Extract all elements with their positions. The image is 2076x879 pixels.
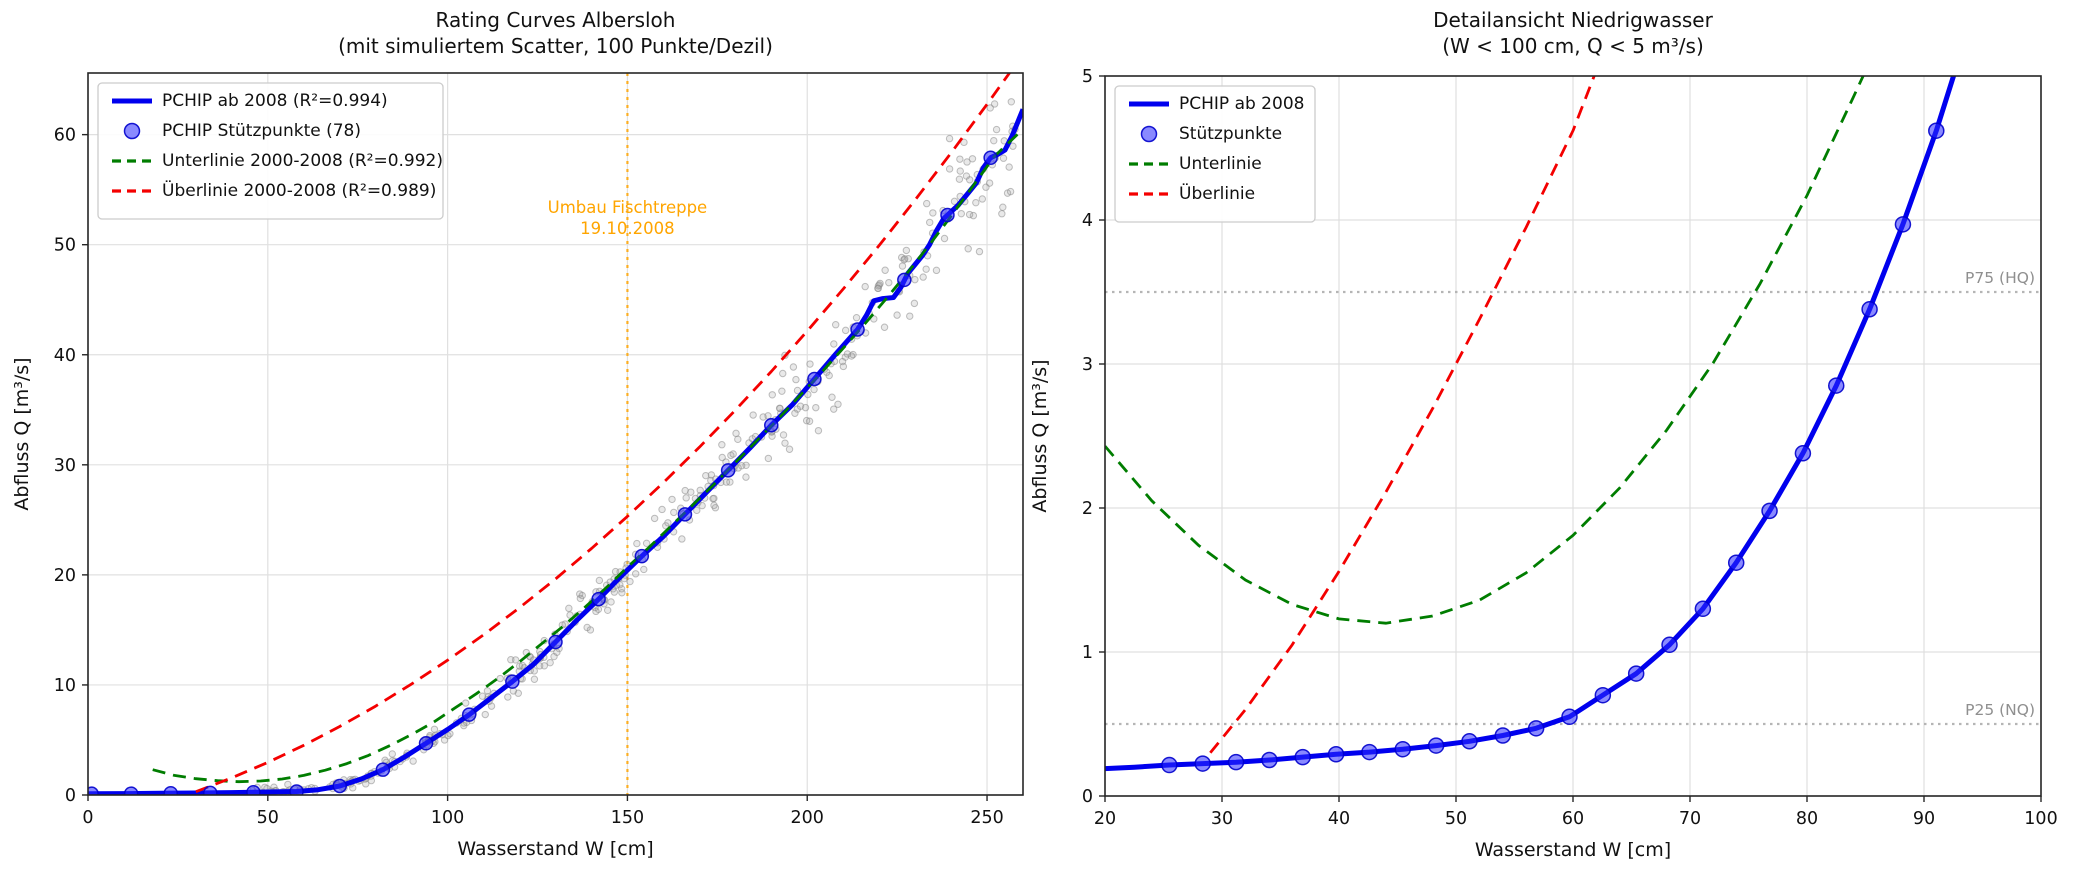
series-layer — [1105, 76, 1957, 774]
ticks: 0 50 100 150 200 250 0 10 20 30 40 50 60 — [54, 126, 1004, 828]
series-unterlinie — [1105, 76, 1865, 625]
quantile-label-p75-hq: P75 (HQ) — [1965, 269, 2035, 287]
x-tick-label: 20 — [1094, 809, 1116, 829]
chart-subtitle: (mit simuliertem Scatter, 100 Punkte/Dez… — [338, 34, 773, 58]
x-tick-label: 30 — [1211, 809, 1233, 829]
axes-spines — [87, 72, 1024, 796]
legend-label: PCHIP ab 2008 (R²=0.994) — [162, 91, 388, 111]
y-axis-label: Abfluss Q [m³/s] — [1029, 359, 1051, 512]
legend-label: Stützpunkte — [1179, 124, 1282, 144]
x-tick-label: 150 — [611, 808, 644, 828]
x-tick-label: 70 — [1679, 809, 1701, 829]
y-tick-label: 2 — [1082, 499, 1093, 519]
y-tick-label: 0 — [65, 786, 76, 806]
grid — [87, 73, 1023, 796]
legend-label: PCHIP Stützpunkte (78) — [162, 121, 361, 141]
y-tick-label: 1 — [1082, 643, 1093, 663]
y-tick-label: 60 — [54, 126, 76, 146]
event-annotation-line1: Umbau Fischtreppe — [548, 198, 708, 217]
x-tick-label: 100 — [431, 808, 464, 828]
y-tick-label: 3 — [1082, 355, 1093, 375]
legend-marker-swatch — [1140, 125, 1158, 143]
chart-subtitle: (W < 100 cm, Q < 5 m³/s) — [1442, 34, 1704, 58]
x-tick-label: 50 — [257, 808, 279, 828]
legend-label: Überlinie — [1179, 182, 1255, 204]
x-tick-label: 100 — [2024, 809, 2057, 829]
y-tick-label: 4 — [1082, 211, 1093, 231]
series-unterlinie-2000-2008-r-0-992 — [152, 128, 1023, 784]
chart-title: Detailansicht Niedrigwasser — [1433, 8, 1713, 32]
legend-marker-swatch — [123, 122, 141, 140]
y-tick-label: 40 — [54, 346, 76, 366]
legend: PCHIP ab 2008 Stützpunkte Unterlinie Überli… — [1114, 85, 1316, 223]
y-axis-label: Abfluss Q [m³/s] — [11, 357, 33, 510]
legend-label: Überlinie 2000-2008 (R²=0.989) — [162, 179, 436, 201]
x-tick-label: 0 — [82, 808, 93, 828]
y-tick-label: 10 — [54, 676, 76, 696]
series-berlinie — [1209, 76, 1596, 754]
y-tick-label: 30 — [54, 456, 76, 476]
x-tick-label: 200 — [791, 808, 824, 828]
x-tick-label: 50 — [1445, 809, 1467, 829]
chart-niedrigwasser-detail: P75 (HQ) P25 (NQ) 20 30 40 50 60 70 80 90 100 0 1 2 3 4… — [1029, 8, 2058, 861]
event-annotation-line2: 19.10.2008 — [580, 219, 674, 238]
x-axis-label: Wasserstand W [cm] — [457, 838, 653, 860]
x-tick-label: 60 — [1562, 809, 1584, 829]
x-tick-label: 250 — [970, 808, 1003, 828]
y-tick-label: 0 — [1082, 787, 1093, 807]
y-tick-label: 50 — [54, 236, 76, 256]
x-tick-label: 40 — [1328, 809, 1350, 829]
ticks: 20 30 40 50 60 70 80 90 100 0 1 2 3 4 5 — [1082, 67, 2058, 829]
series-berlinie-2000-2008-r-0-989 — [195, 73, 1012, 794]
y-tick-label: 5 — [1082, 67, 1093, 87]
x-axis-label: Wasserstand W [cm] — [1475, 839, 1671, 861]
legend-label: PCHIP ab 2008 — [1179, 94, 1304, 114]
series-layer — [88, 73, 1023, 795]
quantile-label-p25-nq: P25 (NQ) — [1965, 701, 2035, 719]
legend-label: Unterlinie 2000-2008 (R²=0.992) — [162, 151, 443, 171]
y-tick-label: 20 — [54, 566, 76, 586]
chart-title: Rating Curves Albersloh — [436, 8, 676, 32]
legend-label: Unterlinie — [1179, 154, 1262, 174]
series-st-tzpunkte — [1161, 122, 1945, 774]
x-tick-label: 90 — [1913, 809, 1935, 829]
series-pchip-st-tzpunkte-78 — [88, 150, 998, 795]
x-tick-label: 80 — [1796, 809, 1818, 829]
legend: PCHIP ab 2008 (R²=0.994) PCHIP Stützpunkt… — [97, 82, 444, 220]
